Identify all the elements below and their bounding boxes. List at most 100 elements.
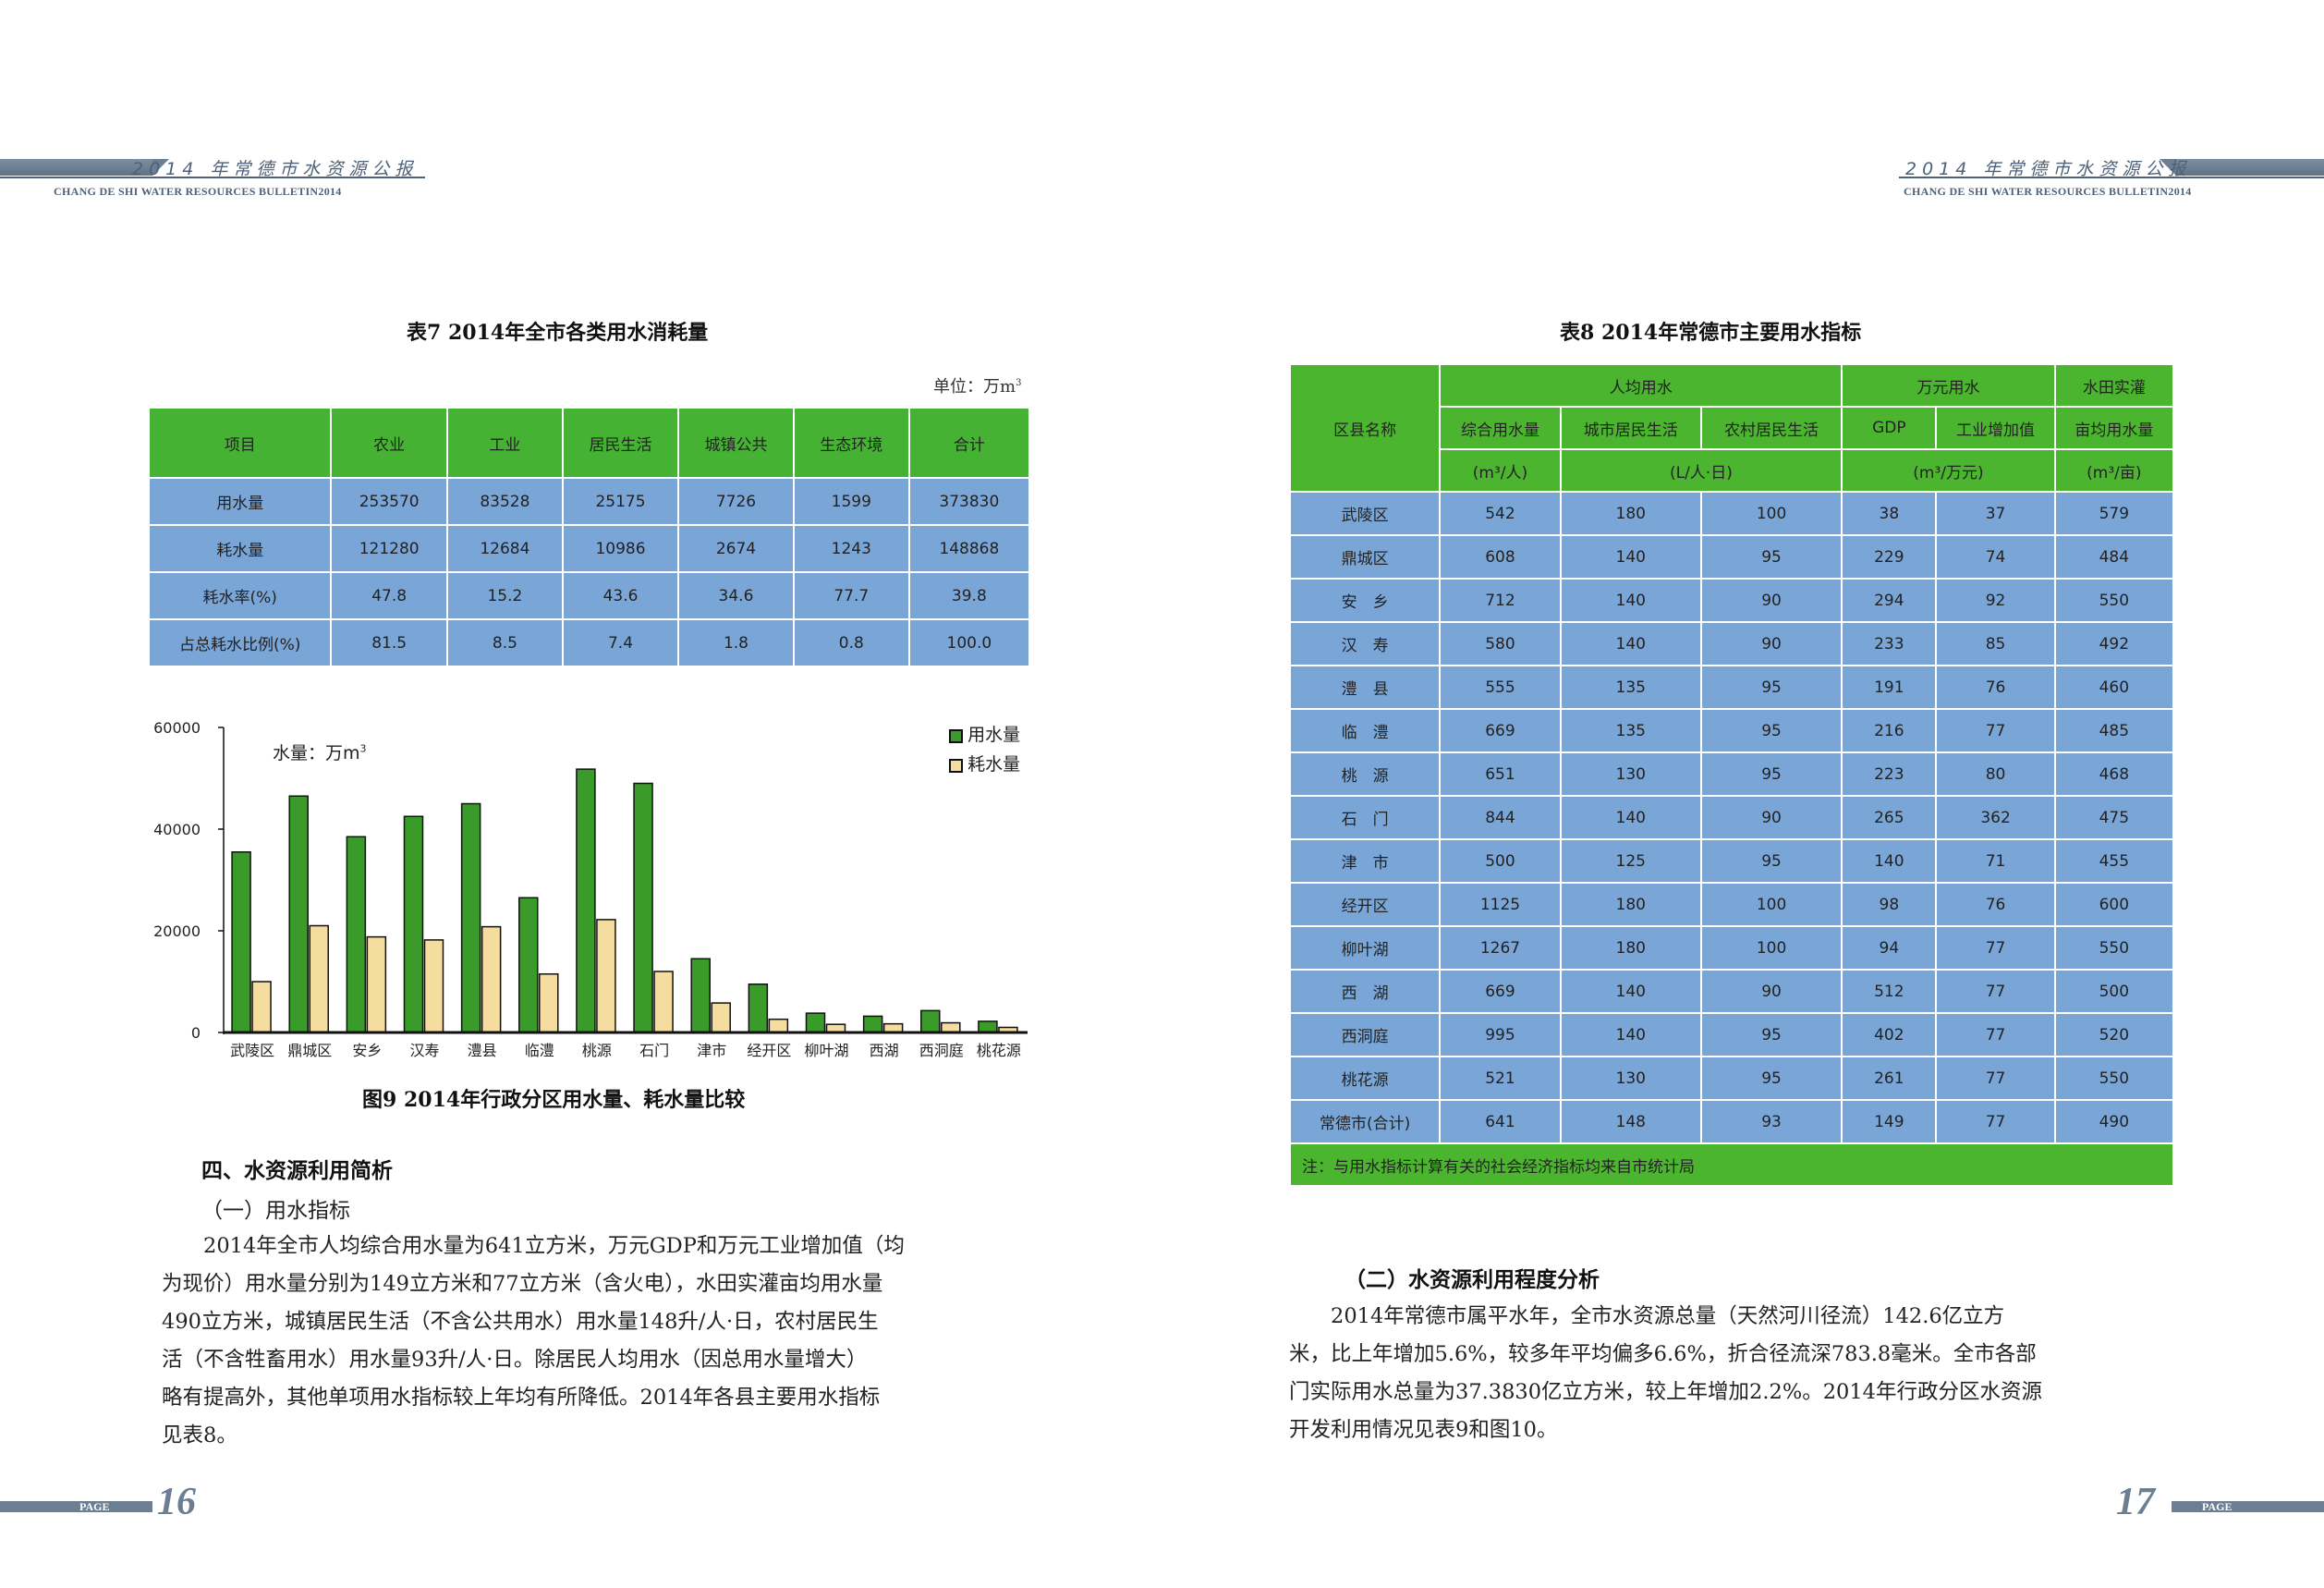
- table8-unit-cell: (m³/亩): [2053, 448, 2175, 493]
- table-cell: 669: [1439, 708, 1562, 753]
- table-cell: 490: [2053, 1099, 2175, 1144]
- section-b-body: 2014年常德市属平水年，全市水资源总量（天然河川径流）142.6亿立方 米，比…: [1289, 1298, 2176, 1449]
- table-cell: 95: [1699, 708, 1843, 753]
- table7-header-cell: 项目: [147, 407, 333, 479]
- text-line: 2014年常德市属平水年，全市水资源总量（天然河川径流）142.6亿立方: [1289, 1304, 2005, 1328]
- table-cell: 76: [1935, 882, 2056, 927]
- chart-caption: 图9 2014年行政分区用水量、耗水量比较: [362, 1088, 746, 1112]
- table7-header-cell: 农业: [330, 407, 448, 479]
- table-cell: 37: [1935, 491, 2056, 536]
- text-line: 略有提高外，其他单项用水指标较上年均有所降低。2014年各县主要用水指标: [162, 1386, 881, 1410]
- table-cell: 90: [1699, 969, 1843, 1014]
- x-tick-label: 澧县: [468, 1042, 497, 1059]
- table-cell: 77: [1935, 1056, 2056, 1101]
- table7-unit: 单位：万m3: [933, 377, 1022, 397]
- footer-band-left: [0, 1501, 152, 1512]
- table-cell: 1.8: [677, 618, 795, 667]
- table8-header-cell: 亩均用水量: [2053, 406, 2175, 450]
- table-cell: 180: [1559, 925, 1702, 971]
- bar-use: [346, 836, 367, 1033]
- table-cell: 484: [2053, 534, 2175, 580]
- bar-consume: [768, 1018, 789, 1033]
- table-cell: 550: [2053, 1056, 2175, 1101]
- table-cell: 475: [2053, 795, 2175, 840]
- bar-consume: [251, 981, 272, 1033]
- bar-use: [690, 958, 711, 1033]
- table-cell: 77: [1935, 708, 2056, 753]
- table-cell: 77: [1935, 925, 2056, 971]
- table-cell: 77: [1935, 1099, 2056, 1144]
- footer-arrows-left: »: [128, 1500, 133, 1513]
- table-cell: 西洞庭: [1288, 1012, 1442, 1057]
- text-line: 为现价）用水量分别为149立方米和77立方米（含火电），水田实灌亩均用水量: [162, 1272, 883, 1296]
- legend-item: 耗水量: [949, 751, 1020, 780]
- table7: 项目 农业 工业 居民生活 城镇公共 生态环境 合计 用水量 253570 83…: [147, 407, 1031, 667]
- footer-page-label-right: PAGE: [2202, 1500, 2233, 1513]
- table8-header-per-10k: 万元用水: [1841, 363, 2056, 408]
- text-line: 见表8。: [162, 1423, 237, 1448]
- table-cell: 7726: [677, 477, 795, 526]
- table-cell: 经开区: [1288, 882, 1442, 927]
- table-cell: 39.8: [907, 571, 1031, 620]
- table-row: 鼎城区 608 140 95 229 74 484: [1288, 534, 2175, 580]
- table-cell: 500: [2053, 969, 2175, 1014]
- table-cell: 0.8: [792, 618, 910, 667]
- table8-header-region: 区县名称: [1288, 363, 1442, 493]
- table8-unit-row: (m³/人) (L/人·日) (m³/万元) (m³/亩): [1290, 448, 2175, 493]
- chart-ylabel: 水量：万m3: [273, 742, 367, 763]
- table-cell: 43.6: [561, 571, 680, 620]
- table-cell: 600: [2053, 882, 2175, 927]
- table7-header-cell: 居民生活: [561, 407, 680, 479]
- table8-header-per-capita: 人均用水: [1439, 363, 1843, 408]
- table-cell: 47.8: [330, 571, 448, 620]
- table8-header-row: 综合用水量 城市居民生活 农村居民生活 GDP 工业增加值 亩均用水量: [1290, 406, 2175, 450]
- table-cell: 8.5: [445, 618, 564, 667]
- table7-header-cell: 生态环境: [792, 407, 910, 479]
- table-cell: 140: [1559, 1012, 1702, 1057]
- x-tick-label: 临澧: [525, 1042, 554, 1059]
- table-cell: 130: [1559, 1056, 1702, 1101]
- header-subtitle-left: CHANG DE SHI WATER RESOURCES BULLETIN201…: [54, 185, 342, 198]
- table-cell: 占总耗水比例(%): [147, 618, 333, 667]
- table-row: 用水量 253570 83528 25175 7726 1599 373830: [147, 477, 1031, 526]
- table-cell: 12684: [445, 524, 564, 573]
- table-cell: 100: [1699, 925, 1843, 971]
- table-cell: 216: [1841, 708, 1938, 753]
- table-cell: 津 市: [1288, 838, 1442, 884]
- table-cell: 233: [1841, 621, 1938, 666]
- legend-label: 用水量: [967, 725, 1021, 745]
- x-tick-label: 桃源: [582, 1042, 612, 1059]
- table-cell: 100: [1699, 491, 1843, 536]
- table-cell: 121280: [330, 524, 448, 573]
- legend-item: 用水量: [949, 721, 1020, 751]
- text-line: 开发利用情况见表9和图10。: [1289, 1418, 1558, 1442]
- table-cell: 651: [1439, 751, 1562, 797]
- text-line: 米，比上年增加5.6%，较多年平均偏多6.6%，折合径流深783.8毫米。全市各…: [1289, 1342, 2037, 1366]
- table-cell: 550: [2053, 925, 2175, 971]
- bar-use: [288, 795, 309, 1033]
- table-row: 津 市 500 125 95 140 71 455: [1288, 838, 2175, 884]
- table-row: 武陵区 542 180 100 38 37 579: [1288, 491, 2175, 536]
- table-cell: 石 门: [1288, 795, 1442, 840]
- legend-swatch: [949, 729, 963, 743]
- bar-use: [576, 768, 596, 1033]
- bar-use: [862, 1015, 883, 1033]
- table8-header-cell: 工业增加值: [1935, 406, 2056, 450]
- table-cell: 77.7: [792, 571, 910, 620]
- table-cell: 1243: [792, 524, 910, 573]
- section4-body: 2014年全市人均综合用水量为641立方米，万元GDP和万元工业增加值（均 为现…: [162, 1228, 1035, 1455]
- table-cell: 135: [1559, 708, 1702, 753]
- bar-use: [748, 983, 769, 1033]
- table-cell: 100: [1699, 882, 1843, 927]
- table-cell: 76: [1935, 665, 2056, 710]
- table-cell: 140: [1559, 969, 1702, 1014]
- table-cell: 669: [1439, 969, 1562, 1014]
- x-tick-label: 柳叶湖: [804, 1042, 848, 1059]
- table-cell: 1599: [792, 477, 910, 526]
- bar-consume: [423, 939, 444, 1033]
- table-cell: 85: [1935, 621, 2056, 666]
- table7-header-cell: 工业: [445, 407, 564, 479]
- table-cell: 95: [1699, 1056, 1843, 1101]
- y-tick-label: 40000: [153, 821, 201, 838]
- table-cell: 500: [1439, 838, 1562, 884]
